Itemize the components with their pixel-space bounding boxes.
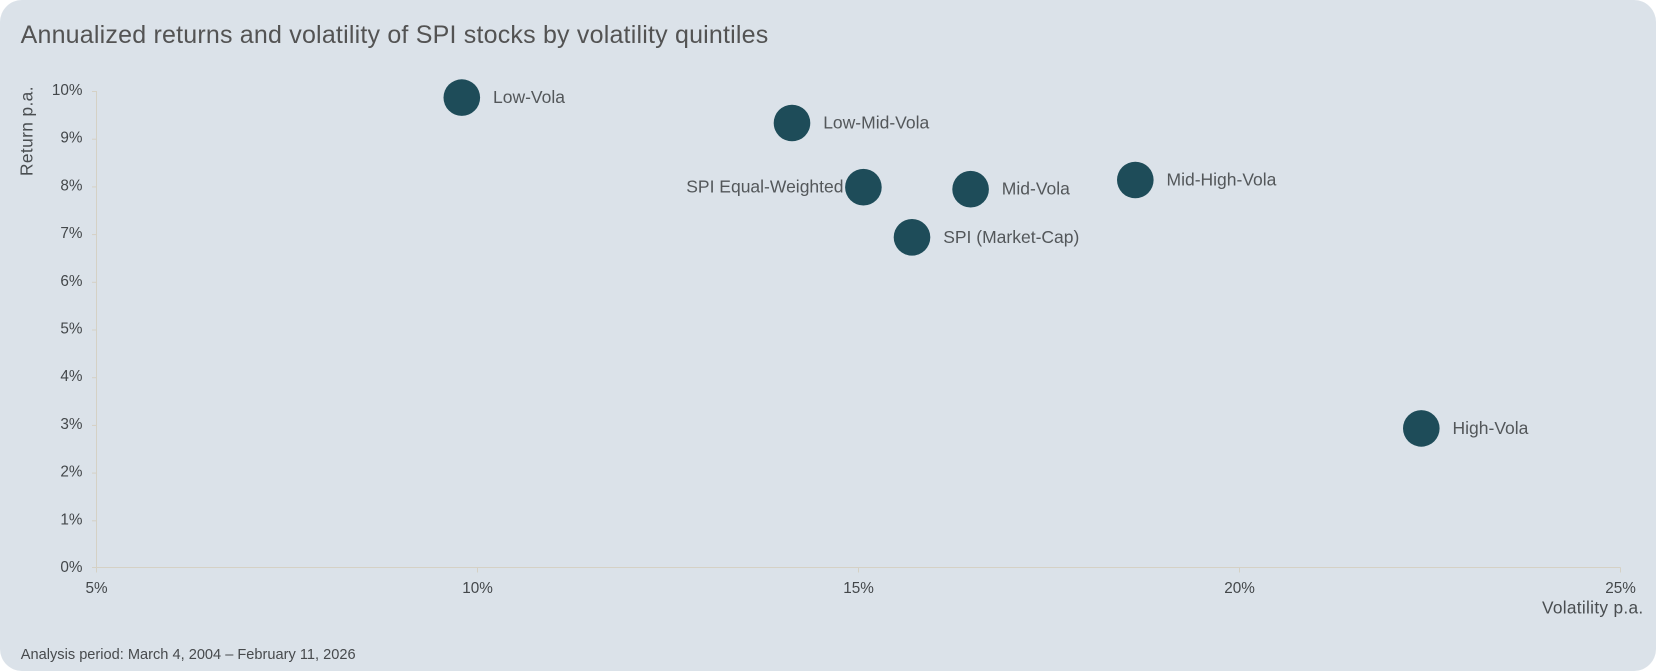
svg-text:8%: 8% (60, 177, 83, 194)
svg-text:7%: 7% (60, 225, 83, 242)
svg-text:0%: 0% (60, 559, 83, 576)
svg-text:10%: 10% (52, 82, 83, 99)
svg-text:Annualized returns and volatil: Annualized returns and volatility of SPI… (21, 21, 769, 49)
svg-text:Low-Mid-Vola: Low-Mid-Vola (823, 113, 929, 133)
svg-text:Analysis period: March 4, 2004: Analysis period: March 4, 2004 – Februar… (21, 647, 356, 663)
svg-text:SPI Equal-Weighted: SPI Equal-Weighted (686, 177, 843, 197)
svg-text:2%: 2% (60, 464, 83, 481)
svg-text:Return p.a.: Return p.a. (17, 86, 37, 176)
svg-text:5%: 5% (60, 321, 83, 338)
svg-text:25%: 25% (1605, 580, 1636, 597)
svg-text:6%: 6% (60, 273, 83, 290)
svg-text:SPI (Market-Cap): SPI (Market-Cap) (943, 227, 1079, 247)
svg-text:5%: 5% (85, 580, 108, 597)
svg-text:1%: 1% (60, 511, 83, 528)
svg-text:4%: 4% (60, 368, 83, 385)
svg-text:Mid-Vola: Mid-Vola (1002, 179, 1070, 199)
svg-text:10%: 10% (462, 580, 493, 597)
svg-text:20%: 20% (1224, 580, 1255, 597)
svg-text:15%: 15% (843, 580, 874, 597)
svg-text:Volatility p.a.: Volatility p.a. (1542, 598, 1644, 618)
svg-text:High-Vola: High-Vola (1453, 418, 1529, 438)
svg-text:Low-Vola: Low-Vola (493, 87, 565, 107)
svg-text:9%: 9% (60, 130, 83, 147)
svg-text:3%: 3% (60, 416, 83, 433)
svg-text:Mid-High-Vola: Mid-High-Vola (1167, 170, 1277, 190)
